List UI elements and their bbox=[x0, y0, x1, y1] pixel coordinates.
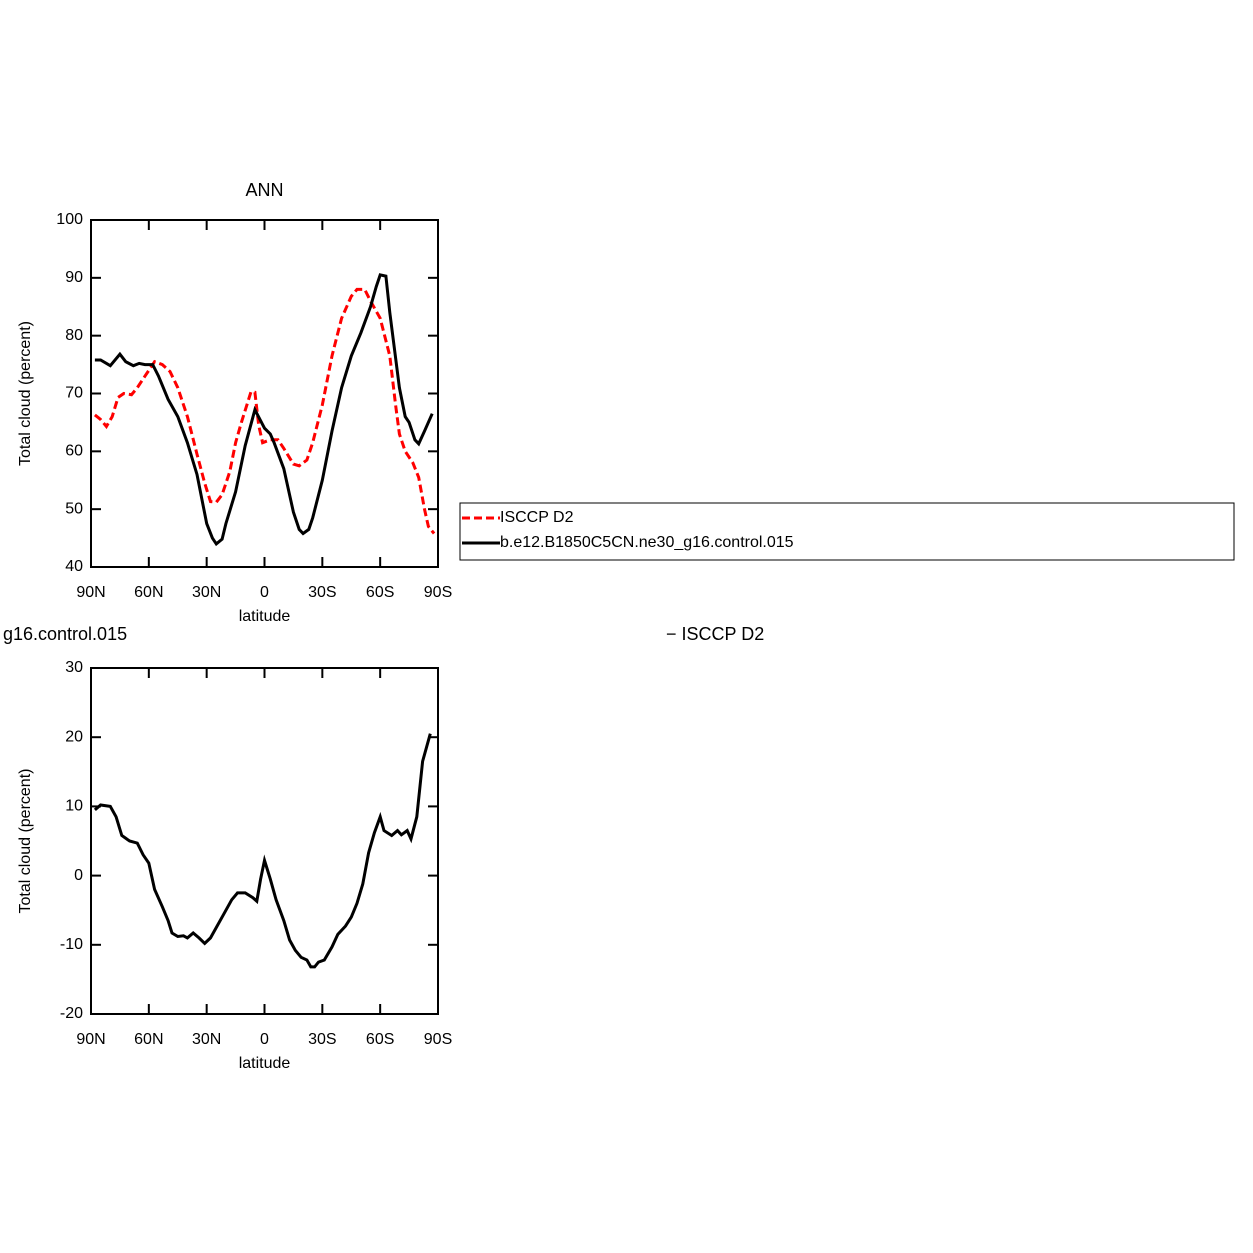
chart-subtitle: − ISCCP D2 bbox=[666, 624, 764, 644]
x-tick-label: 60S bbox=[366, 1031, 394, 1048]
y-tick-label: 90 bbox=[65, 269, 83, 286]
data-line bbox=[94, 273, 434, 547]
legend-label: ISCCP D2 bbox=[500, 509, 574, 526]
y-tick-label: 20 bbox=[65, 728, 83, 745]
x-tick-label: 60S bbox=[366, 584, 394, 601]
y-tick-label: -10 bbox=[60, 936, 83, 953]
y-tick-label: -20 bbox=[60, 1005, 83, 1022]
x-axis-label: latitude bbox=[239, 608, 291, 625]
x-tick-label: 30S bbox=[308, 1031, 336, 1048]
x-tick-label: 30N bbox=[192, 1031, 221, 1048]
y-tick-label: 10 bbox=[65, 798, 83, 815]
chart-title: ANN bbox=[245, 180, 283, 200]
plot-frame bbox=[90, 219, 439, 568]
x-tick-label: 30S bbox=[308, 584, 336, 601]
x-axis-label: latitude bbox=[239, 1055, 291, 1072]
x-tick-label: 90S bbox=[424, 584, 452, 601]
y-tick-label: 80 bbox=[65, 327, 83, 344]
x-tick-label: 0 bbox=[260, 584, 269, 601]
data-line bbox=[93, 733, 432, 969]
x-tick-label: 90S bbox=[424, 1031, 452, 1048]
y-tick-label: 30 bbox=[65, 659, 83, 676]
x-tick-label: 60N bbox=[134, 1031, 163, 1048]
y-tick-label: 70 bbox=[65, 385, 83, 402]
x-tick-label: 60N bbox=[134, 584, 163, 601]
y-tick-label: 60 bbox=[65, 443, 83, 460]
data-line bbox=[93, 287, 436, 535]
x-tick-label: 0 bbox=[260, 1031, 269, 1048]
x-tick-label: 30N bbox=[192, 584, 221, 601]
y-tick-label: 0 bbox=[74, 867, 83, 884]
y-tick-label: 50 bbox=[65, 500, 83, 517]
plot-frame bbox=[90, 667, 439, 1015]
legend-label: b.e12.B1850C5CN.ne30_g16.control.015 bbox=[500, 534, 794, 551]
chart-title: g16.control.015 bbox=[3, 624, 127, 644]
y-axis-label: Total cloud (percent) bbox=[17, 769, 34, 914]
y-axis-label: Total cloud (percent) bbox=[17, 321, 34, 466]
legend-box bbox=[459, 502, 1235, 561]
y-tick-label: 40 bbox=[65, 558, 83, 575]
y-tick-label: 100 bbox=[56, 211, 83, 228]
x-tick-label: 90N bbox=[76, 584, 105, 601]
x-tick-label: 90N bbox=[76, 1031, 105, 1048]
